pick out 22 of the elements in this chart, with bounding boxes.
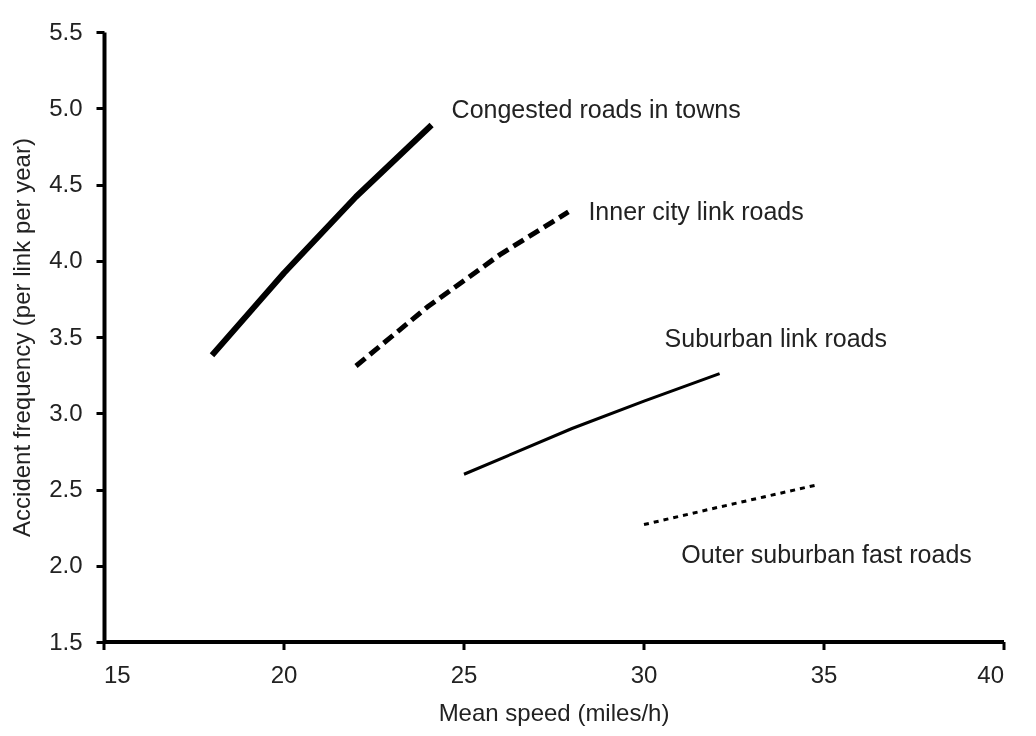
- y-tick-label: 2.5: [49, 475, 83, 502]
- x-tick-label: 20: [270, 661, 298, 688]
- x-tick-label: 40: [977, 661, 1004, 688]
- y-tick-label: 4.5: [49, 170, 83, 197]
- y-tick-label: 5.0: [49, 93, 83, 121]
- y-tick-label: 2.0: [49, 551, 83, 579]
- series-label: Inner city link roads: [588, 196, 804, 225]
- series-label: Congested roads in towns: [451, 95, 741, 124]
- y-tick-label: 5.5: [49, 17, 83, 45]
- line-series: [462, 372, 722, 476]
- y-tick-label: 1.5: [49, 627, 83, 655]
- y-tick-label: 4.0: [49, 246, 83, 274]
- x-tick-label: 15: [104, 661, 131, 688]
- x-axis-title: Mean speed (miles/h): [438, 699, 670, 726]
- x-tick-label: 30: [630, 661, 658, 688]
- series-label: Suburban link roads: [664, 323, 887, 352]
- y-axis-title: Accident frequency (per link per year): [8, 138, 36, 537]
- x-tick-label: 35: [810, 661, 838, 688]
- y-tick-label: 3.0: [49, 398, 83, 426]
- series-label: Outer suburban fast roads: [681, 539, 972, 568]
- x-tick-label: 25: [450, 661, 478, 688]
- y-tick-label: 3.5: [49, 322, 83, 350]
